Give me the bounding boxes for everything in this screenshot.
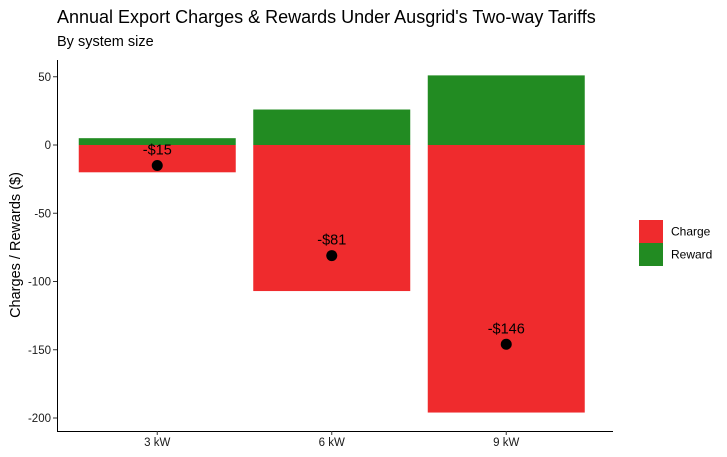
x-tick-label: 6 kW xyxy=(319,437,345,449)
x-tick-label: 3 kW xyxy=(144,437,170,449)
bar-reward-0 xyxy=(78,138,236,145)
net-data-label: -$81 xyxy=(317,233,346,249)
net-data-label: -$15 xyxy=(143,142,172,158)
y-tick-label: -100 xyxy=(28,277,51,289)
x-tick-label: 9 kW xyxy=(493,437,519,449)
net-point xyxy=(326,250,338,262)
chart-subtitle: By system size xyxy=(57,34,154,50)
net-point xyxy=(500,338,512,350)
legend-key-charge xyxy=(639,220,663,243)
y-tick-label: -150 xyxy=(28,345,51,357)
bar-charge-1 xyxy=(253,145,411,292)
legend: Charge Reward xyxy=(639,220,712,266)
net-point xyxy=(151,159,163,171)
y-tick-label: -200 xyxy=(28,413,51,425)
legend-key-reward xyxy=(639,243,663,266)
bar-reward-1 xyxy=(253,109,411,145)
y-tick-label: 50 xyxy=(38,72,51,84)
y-axis-label: Charges / Rewards ($) xyxy=(8,172,24,318)
axes-layer xyxy=(57,60,613,432)
chart-title: Annual Export Charges & Rewards Under Au… xyxy=(57,7,596,27)
bar-charge-2 xyxy=(427,145,585,413)
labels-layer: -$15 -$81 -$146 xyxy=(143,142,525,350)
ticks-layer: 50 0 -50 -100 -150 -200 3 kW 6 kW 9 kW xyxy=(28,72,520,449)
bar-reward-2 xyxy=(427,75,585,145)
legend-label-charge: Charge xyxy=(671,225,711,239)
y-tick-label: -50 xyxy=(34,208,51,220)
y-tick-label: 0 xyxy=(45,140,51,152)
net-data-label: -$146 xyxy=(488,321,525,337)
legend-label-reward: Reward xyxy=(671,248,712,262)
